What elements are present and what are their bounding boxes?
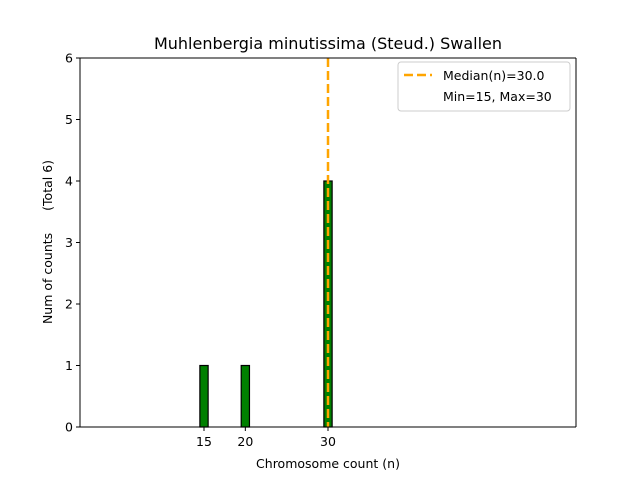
y-axis-label-total: (Total 6) bbox=[40, 160, 55, 211]
y-tick-label: 3 bbox=[65, 235, 73, 250]
y-tick-label: 1 bbox=[65, 358, 73, 373]
legend-range-label: Min=15, Max=30 bbox=[443, 89, 552, 104]
y-tick-label: 4 bbox=[65, 174, 73, 189]
x-tick-label: 30 bbox=[320, 434, 336, 449]
legend-median-label: Median(n)=30.0 bbox=[443, 68, 544, 83]
bar-15 bbox=[199, 364, 209, 428]
x-axis-ticks: 15 20 30 bbox=[196, 427, 336, 449]
y-axis-label: Num of counts (Total 6) bbox=[40, 160, 55, 324]
x-axis-label: Chromosome count (n) bbox=[256, 456, 400, 471]
y-axis-label-main: Num of counts bbox=[40, 233, 55, 324]
x-tick-label: 20 bbox=[237, 434, 253, 449]
svg-text:Num of counts(Total 6): Num of counts (Total 6) bbox=[40, 160, 55, 324]
y-tick-label: 5 bbox=[65, 112, 73, 127]
legend: Median(n)=30.0 Min=15, Max=30 bbox=[397, 61, 571, 112]
y-tick-label: 6 bbox=[65, 51, 73, 66]
x-tick-label: 15 bbox=[196, 434, 212, 449]
y-tick-label: 0 bbox=[65, 420, 73, 435]
y-tick-label: 2 bbox=[65, 297, 73, 312]
legend-box bbox=[397, 61, 571, 112]
bar-20 bbox=[240, 364, 251, 428]
y-axis-ticks: 0 1 2 3 4 5 6 bbox=[65, 51, 80, 435]
chart-title: Muhlenbergia minutissima (Steud.) Swalle… bbox=[154, 34, 502, 53]
